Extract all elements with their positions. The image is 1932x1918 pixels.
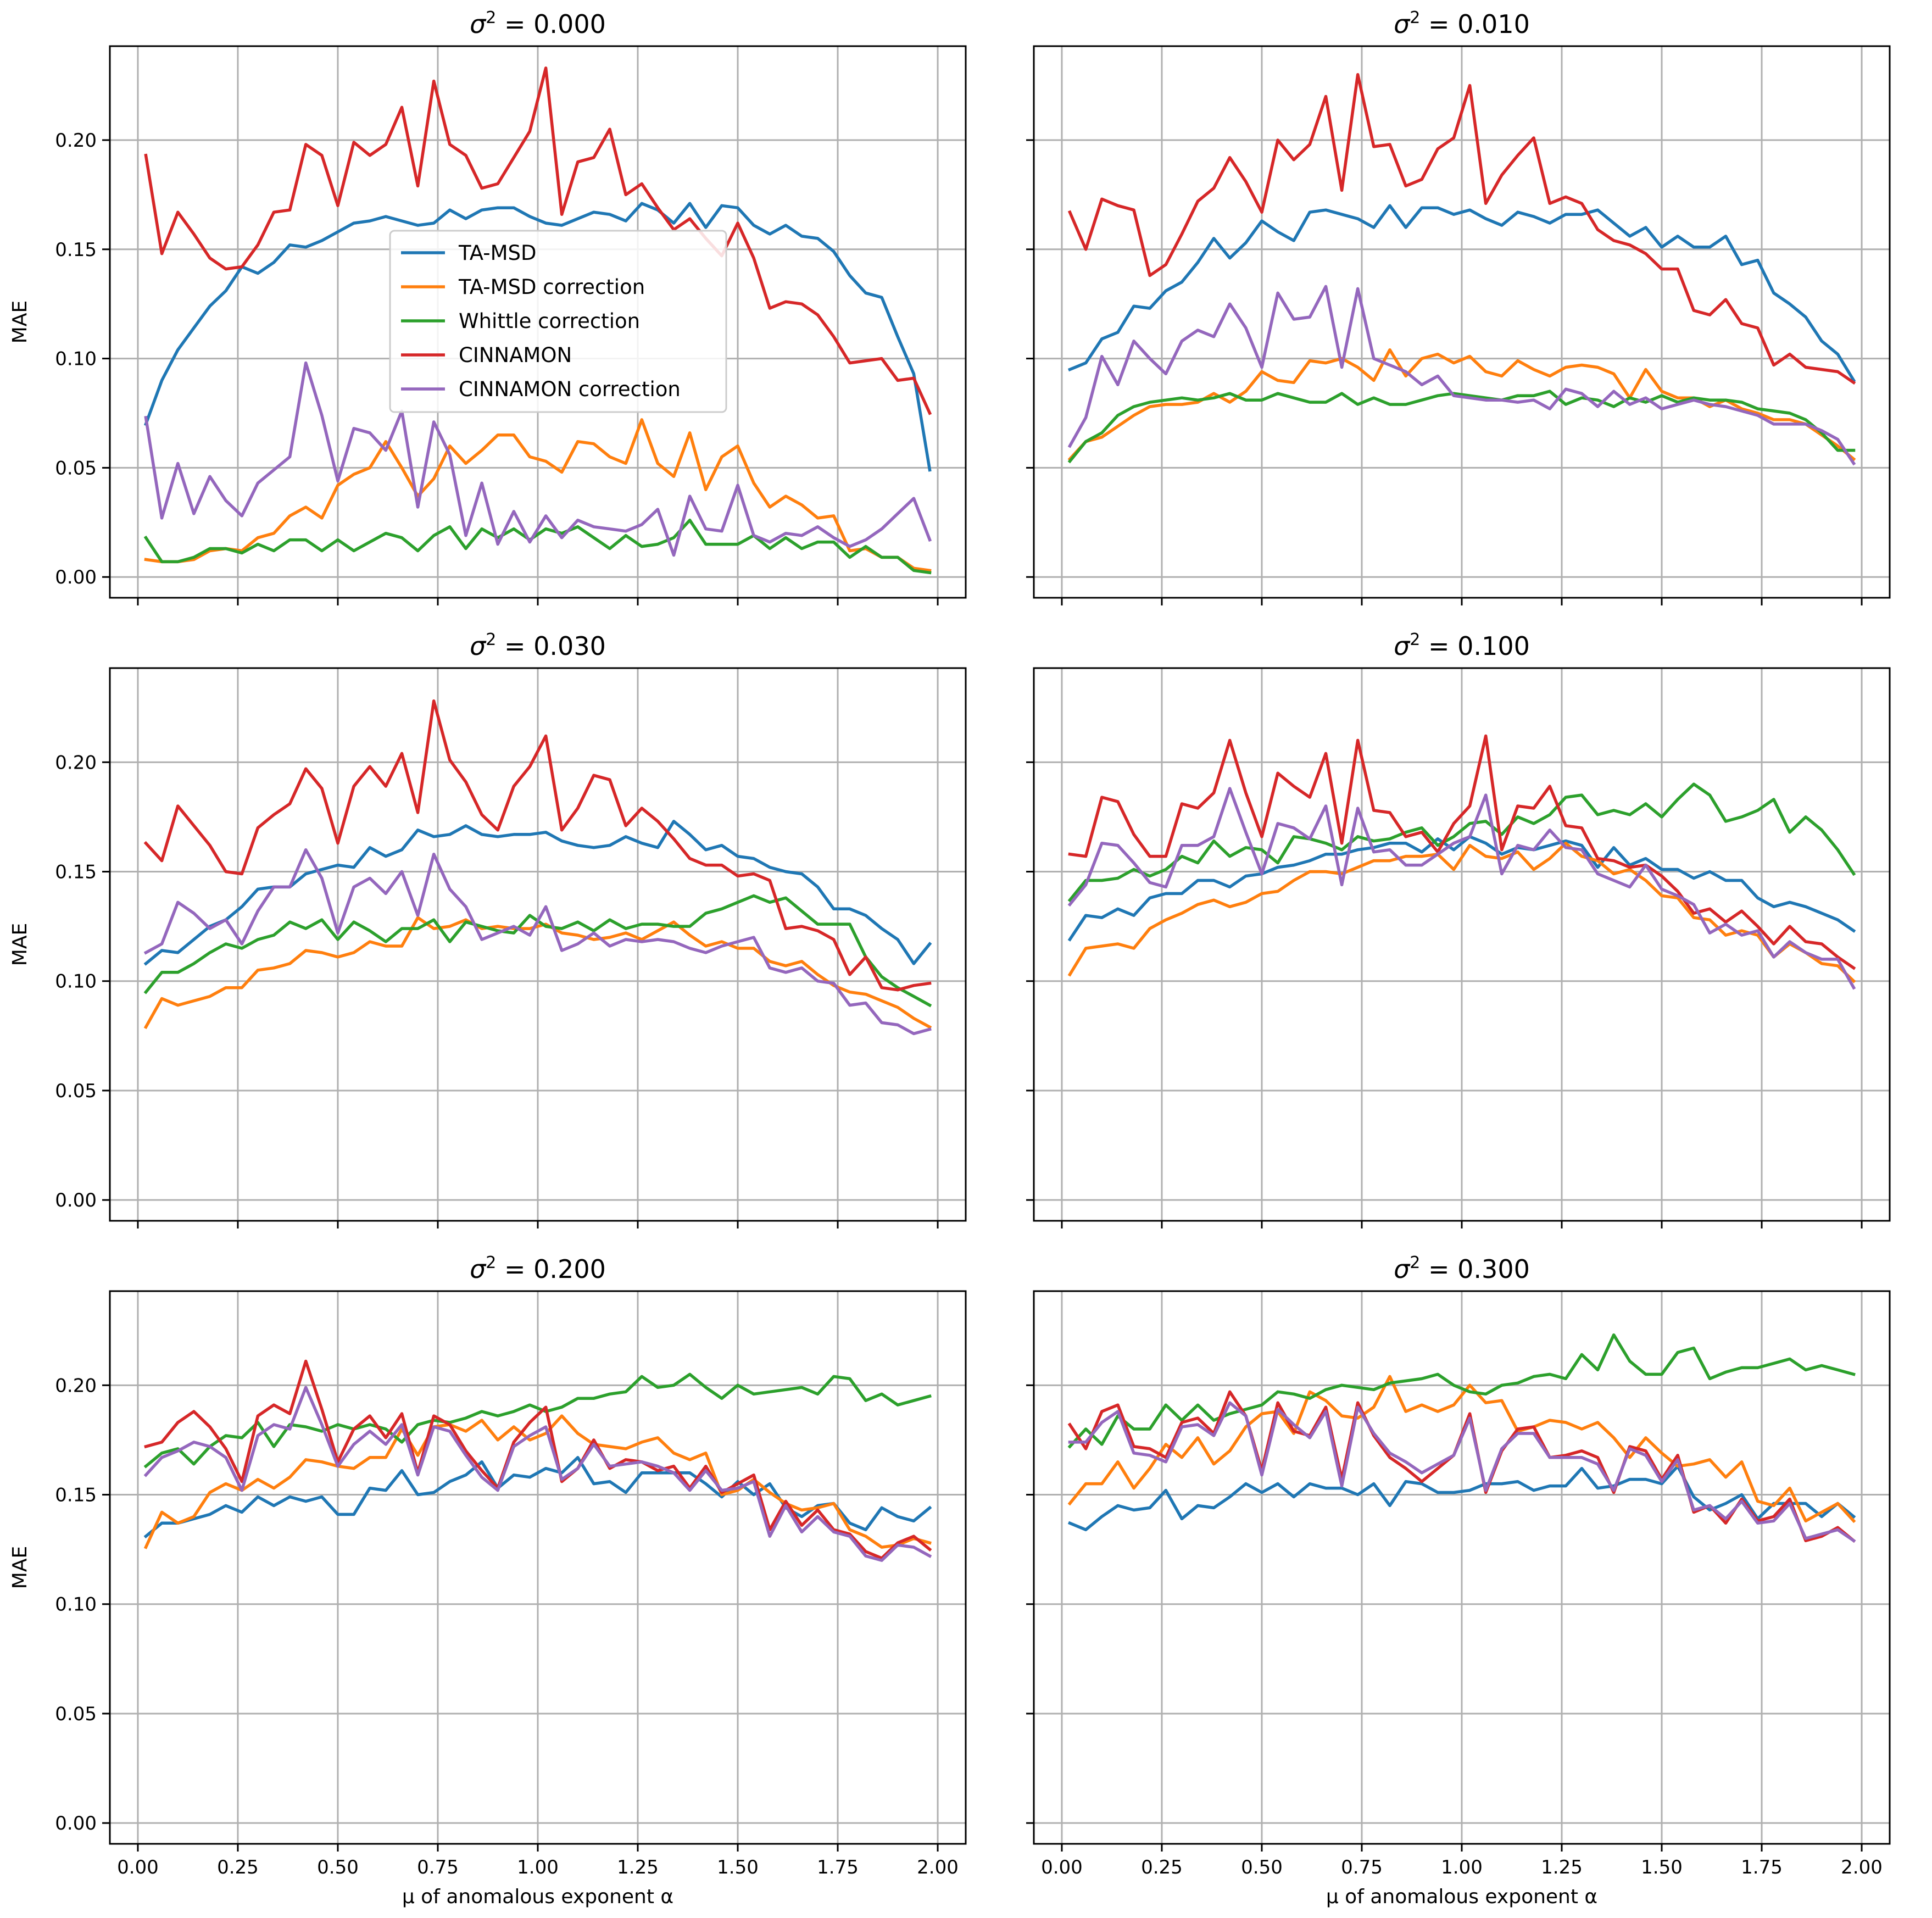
y-tick-label: 0.00 bbox=[55, 1813, 97, 1834]
series-line-ta-msd-correction bbox=[1067, 1375, 1856, 1524]
x-tick-label: 1.50 bbox=[1641, 1856, 1683, 1878]
series-line-cinnamon-correction bbox=[1068, 1401, 1856, 1543]
x-tick-label: 2.00 bbox=[917, 1856, 959, 1878]
series-line-cinnamon-correction bbox=[1067, 285, 1856, 466]
x-tick-label: 1.00 bbox=[517, 1856, 559, 1878]
y-tick-label: 0.10 bbox=[55, 971, 97, 993]
series-line-whittle-correction bbox=[143, 519, 932, 575]
series-line-cinnamon-correction bbox=[1067, 787, 1856, 990]
x-tick-label: 1.50 bbox=[717, 1856, 759, 1878]
plot-frame bbox=[109, 45, 967, 599]
series-line-ta-msd bbox=[1067, 835, 1856, 942]
y-tick-label: 0.15 bbox=[55, 861, 97, 883]
series-line-ta-msd-correction bbox=[144, 418, 932, 572]
panel-3: 0.00 0.05 0.10 0.15 0.20 σ2 = 0.030 MAE bbox=[9, 630, 967, 1228]
legend-label: TA-MSD bbox=[458, 241, 536, 265]
y-tick-label: 0.05 bbox=[55, 1703, 97, 1725]
plot-frame bbox=[109, 1290, 967, 1845]
y-tick-label: 0.20 bbox=[55, 1375, 97, 1397]
y-tick-label: 0.15 bbox=[55, 239, 97, 261]
panel-6: 0.00 0.25 0.50 0.75 1.00 1.25 1.50 1.75 2.00 σ2 =… bbox=[1026, 1253, 1891, 1908]
y-tick-label: 0.00 bbox=[55, 566, 97, 588]
panel-title: σ2 = 0.100 bbox=[1394, 630, 1530, 661]
legend-label: CINNAMON bbox=[459, 343, 572, 367]
series-line-cinnamon bbox=[1067, 73, 1856, 385]
series-line-cinnamon bbox=[143, 699, 932, 992]
x-tick-label: 0.50 bbox=[1241, 1856, 1283, 1878]
series-line-ta-msd-correction bbox=[1067, 841, 1856, 983]
series-line-ta-msd bbox=[143, 202, 932, 472]
panel-4: σ2 = 0.100 bbox=[1026, 630, 1891, 1228]
series-line-cinnamon bbox=[144, 66, 932, 415]
x-tick-label: 1.00 bbox=[1441, 1856, 1483, 1878]
x-tick-label: 1.75 bbox=[1741, 1856, 1783, 1878]
x-tick-label: 1.75 bbox=[817, 1856, 859, 1878]
y-tick-label: 0.05 bbox=[55, 1080, 97, 1102]
y-tick-label: 0.10 bbox=[55, 348, 97, 370]
panel-title: σ2 = 0.200 bbox=[470, 1253, 606, 1284]
panel-5: 0.00 0.25 0.50 0.75 1.00 1.25 1.50 1.75 2.00 0.00… bbox=[9, 1253, 967, 1908]
panel-title: σ2 = 0.300 bbox=[1394, 1253, 1530, 1284]
series-line-cinnamon-correction bbox=[144, 361, 932, 557]
y-axis-label: MAE bbox=[9, 1546, 31, 1589]
series-line-ta-msd-correction bbox=[143, 916, 932, 1030]
y-tick-label: 0.10 bbox=[55, 1594, 97, 1616]
series-line-whittle-correction bbox=[1067, 390, 1856, 464]
series-line-ta-msd bbox=[1067, 1464, 1856, 1532]
x-tick-label: 1.25 bbox=[617, 1856, 659, 1878]
x-axis-label: μ of anomalous exponent α bbox=[402, 1886, 673, 1908]
panel-title: σ2 = 0.000 bbox=[470, 8, 606, 39]
legend-box bbox=[389, 230, 727, 413]
x-tick-label: 0.50 bbox=[317, 1856, 359, 1878]
y-tick-label: 0.00 bbox=[55, 1189, 97, 1211]
panel-title: σ2 = 0.030 bbox=[470, 630, 606, 661]
legend-label: Whittle correction bbox=[459, 309, 640, 333]
series-line-ta-msd bbox=[143, 1456, 932, 1539]
panel-title: σ2 = 0.010 bbox=[1394, 8, 1530, 39]
series-line-cinnamon-correction bbox=[143, 1386, 932, 1562]
x-tick-label: 2.00 bbox=[1841, 1856, 1883, 1878]
y-tick-label: 0.05 bbox=[55, 457, 97, 479]
series-line-whittle-correction bbox=[1067, 1333, 1856, 1449]
legend: TA-MSD TA-MSD correction Whittle correctio… bbox=[389, 230, 727, 413]
y-axis-label: MAE bbox=[9, 923, 31, 966]
x-axis-label: μ of anomalous exponent α bbox=[1326, 1886, 1597, 1908]
y-tick-label: 0.15 bbox=[55, 1485, 97, 1506]
x-tick-label: 0.25 bbox=[1141, 1856, 1183, 1878]
series-line-whittle-correction bbox=[1067, 782, 1856, 903]
legend-label: CINNAMON correction bbox=[459, 377, 681, 401]
y-tick-label: 0.20 bbox=[55, 130, 97, 152]
plot-frame bbox=[1033, 45, 1891, 599]
series-line-cinnamon bbox=[144, 1359, 932, 1560]
series-line-whittle-correction bbox=[143, 1372, 932, 1469]
panel-2: σ2 = 0.010 bbox=[1026, 8, 1891, 605]
x-tick-label: 0.75 bbox=[1341, 1856, 1383, 1878]
x-tick-label: 1.25 bbox=[1541, 1856, 1583, 1878]
x-tick-label: 0.25 bbox=[217, 1856, 259, 1878]
plot-frame bbox=[1033, 1290, 1891, 1845]
x-tick-label: 0.75 bbox=[417, 1856, 459, 1878]
x-tick-label: 0.00 bbox=[117, 1856, 159, 1878]
y-axis-label: MAE bbox=[9, 301, 31, 343]
series-line-cinnamon bbox=[1068, 734, 1856, 970]
plot-frame bbox=[1033, 667, 1891, 1222]
x-tick-label: 0.00 bbox=[1041, 1856, 1083, 1878]
series-line-ta-msd-correction bbox=[143, 1414, 932, 1549]
series-line-cinnamon-correction bbox=[143, 848, 932, 1036]
legend-label: TA-MSD correction bbox=[458, 275, 645, 299]
plot-frame bbox=[109, 667, 967, 1222]
series-line-ta-msd bbox=[1067, 204, 1856, 383]
y-tick-label: 0.20 bbox=[55, 752, 97, 774]
